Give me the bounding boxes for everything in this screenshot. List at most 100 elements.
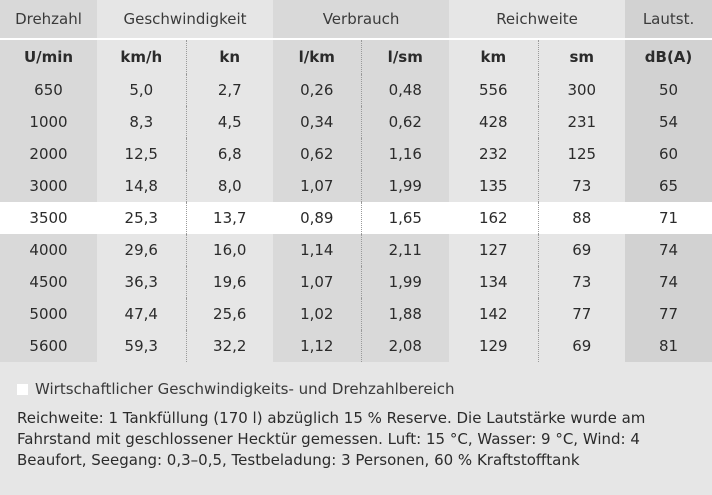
table-cell: 231 bbox=[538, 106, 626, 138]
table-cell: 36,3 bbox=[97, 266, 187, 298]
table-cell: 0,34 bbox=[273, 106, 362, 138]
table-cell: 77 bbox=[538, 298, 626, 330]
table-cell: 25,3 bbox=[97, 202, 187, 234]
table-cell: 25,6 bbox=[186, 298, 274, 330]
table-cell: 69 bbox=[538, 330, 626, 362]
table-cell: 1,99 bbox=[361, 170, 450, 202]
table-cell: 3000 bbox=[0, 170, 97, 202]
table-cell: 1,16 bbox=[361, 138, 450, 170]
table-cell: 74 bbox=[625, 266, 712, 298]
unit-cell: l/sm bbox=[361, 39, 450, 74]
table-cell: 16,0 bbox=[186, 234, 274, 266]
table-cell: 300 bbox=[538, 74, 626, 106]
table-row: 4000 29,6 16,0 1,14 2,11 127 69 74 bbox=[0, 234, 712, 266]
table-cell: 6,8 bbox=[186, 138, 274, 170]
table-cell: 2,7 bbox=[186, 74, 274, 106]
unit-cell: km/h bbox=[97, 39, 187, 74]
header-verbrauch: Verbrauch bbox=[273, 0, 450, 40]
header-lautstaerke: Lautst. bbox=[625, 0, 712, 40]
table-cell: 14,8 bbox=[97, 170, 187, 202]
table-cell: 4000 bbox=[0, 234, 97, 266]
table-cell: 0,62 bbox=[361, 106, 450, 138]
table-cell: 4500 bbox=[0, 266, 97, 298]
table-cell: 125 bbox=[538, 138, 626, 170]
table-cell: 5600 bbox=[0, 330, 97, 362]
legend: Wirtschaftlicher Geschwindigkeits- und D… bbox=[17, 380, 455, 398]
table-cell: 60 bbox=[625, 138, 712, 170]
table-cell: 19,6 bbox=[186, 266, 274, 298]
unit-cell: dB(A) bbox=[625, 39, 712, 74]
unit-cell: U/min bbox=[0, 39, 97, 74]
table-row: 5000 47,4 25,6 1,02 1,88 142 77 77 bbox=[0, 298, 712, 330]
footnote-text: Reichweite: 1 Tankfüllung (170 l) abzügl… bbox=[17, 409, 646, 469]
table-cell: 127 bbox=[449, 234, 539, 266]
table-cell: 1,07 bbox=[273, 170, 362, 202]
table-row: 650 5,0 2,7 0,26 0,48 556 300 50 bbox=[0, 74, 712, 106]
header-reichweite: Reichweite bbox=[449, 0, 626, 40]
table-cell: 50 bbox=[625, 74, 712, 106]
table-cell: 129 bbox=[449, 330, 539, 362]
table-cell: 13,7 bbox=[186, 202, 274, 234]
table-cell: 0,62 bbox=[273, 138, 362, 170]
table-cell: 1,02 bbox=[273, 298, 362, 330]
table-cell: 1,99 bbox=[361, 266, 450, 298]
table-cell: 232 bbox=[449, 138, 539, 170]
table-body: 650 5,0 2,7 0,26 0,48 556 300 50 1000 8,3 4,5 0,34 0… bbox=[0, 74, 712, 362]
table-cell: 134 bbox=[449, 266, 539, 298]
table-cell: 4,5 bbox=[186, 106, 274, 138]
table-cell: 1,07 bbox=[273, 266, 362, 298]
unit-cell: km bbox=[449, 39, 539, 74]
table-cell: 162 bbox=[449, 202, 539, 234]
table-cell: 2,11 bbox=[361, 234, 450, 266]
table-cell: 556 bbox=[449, 74, 539, 106]
table-cell: 2,08 bbox=[361, 330, 450, 362]
table-cell: 88 bbox=[538, 202, 626, 234]
table-cell: 5,0 bbox=[97, 74, 187, 106]
header-geschwindigkeit: Geschwindigkeit bbox=[97, 0, 274, 40]
table-cell: 12,5 bbox=[97, 138, 187, 170]
table-cell: 73 bbox=[538, 266, 626, 298]
table-cell: 77 bbox=[625, 298, 712, 330]
table-cell: 54 bbox=[625, 106, 712, 138]
table-cell: 59,3 bbox=[97, 330, 187, 362]
table-cell: 8,3 bbox=[97, 106, 187, 138]
table-cell: 47,4 bbox=[97, 298, 187, 330]
table-cell: 135 bbox=[449, 170, 539, 202]
table-cell: 1000 bbox=[0, 106, 97, 138]
legend-swatch bbox=[17, 384, 28, 395]
table-cell: 81 bbox=[625, 330, 712, 362]
notes-section: Wirtschaftlicher Geschwindigkeits- und D… bbox=[0, 370, 712, 495]
table-cell: 74 bbox=[625, 234, 712, 266]
legend-label: Wirtschaftlicher Geschwindigkeits- und D… bbox=[35, 380, 455, 398]
table-cell: 2000 bbox=[0, 138, 97, 170]
table-row: 3000 14,8 8,0 1,07 1,99 135 73 65 bbox=[0, 170, 712, 202]
table-cell: 69 bbox=[538, 234, 626, 266]
table-cell: 32,2 bbox=[186, 330, 274, 362]
unit-cell: sm bbox=[538, 39, 626, 74]
table-cell: 1,14 bbox=[273, 234, 362, 266]
table-cell: 73 bbox=[538, 170, 626, 202]
table-row: 4500 36,3 19,6 1,07 1,99 134 73 74 bbox=[0, 266, 712, 298]
table-cell: 650 bbox=[0, 74, 97, 106]
unit-cell: kn bbox=[186, 39, 274, 74]
table-cell: 428 bbox=[449, 106, 539, 138]
performance-table: Drehzahl Geschwindigkeit Verbrauch Reich… bbox=[0, 0, 712, 362]
header-drehzahl: Drehzahl bbox=[0, 0, 97, 40]
table-row: 3500 25,3 13,7 0,89 1,65 162 88 71 bbox=[0, 202, 712, 234]
table-cell: 8,0 bbox=[186, 170, 274, 202]
table-cell: 1,65 bbox=[361, 202, 450, 234]
table-cell: 1,88 bbox=[361, 298, 450, 330]
table-cell: 3500 bbox=[0, 202, 97, 234]
table-cell: 5000 bbox=[0, 298, 97, 330]
table-cell: 65 bbox=[625, 170, 712, 202]
table-row: 2000 12,5 6,8 0,62 1,16 232 125 60 bbox=[0, 138, 712, 170]
header-group-row: Drehzahl Geschwindigkeit Verbrauch Reich… bbox=[0, 0, 712, 40]
unit-cell: l/km bbox=[273, 39, 362, 74]
table-cell: 1,12 bbox=[273, 330, 362, 362]
table-cell: 0,26 bbox=[273, 74, 362, 106]
table-row: 1000 8,3 4,5 0,34 0,62 428 231 54 bbox=[0, 106, 712, 138]
table-cell: 0,48 bbox=[361, 74, 450, 106]
table-cell: 142 bbox=[449, 298, 539, 330]
table-cell: 29,6 bbox=[97, 234, 187, 266]
